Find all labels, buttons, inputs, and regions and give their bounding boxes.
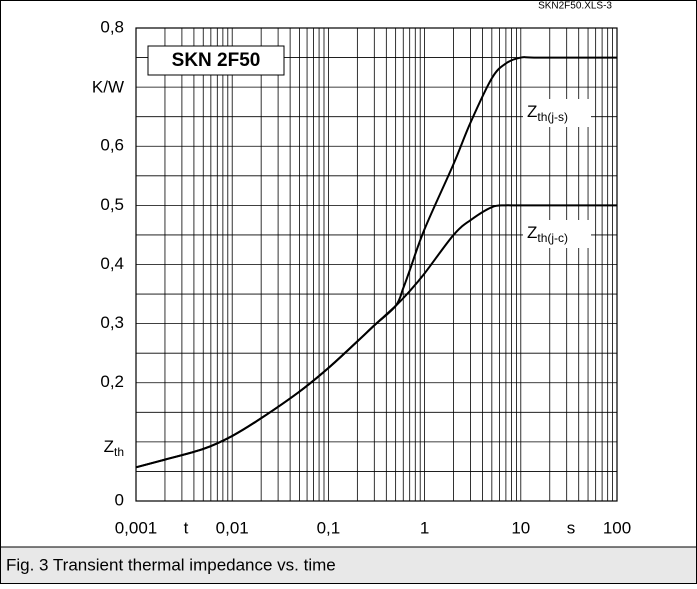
series-label-box [523, 99, 591, 127]
y-tick-label: 0,4 [100, 254, 124, 273]
title-box [147, 45, 285, 76]
x-tick-label: 0,01 [216, 518, 249, 537]
series-label-sub: th(j-s) [537, 110, 568, 124]
y-tick-label: 0,5 [100, 195, 124, 214]
series-label: Zth(j-s) [527, 102, 568, 124]
series-label-sub: th(j-c) [537, 231, 568, 245]
x-axis-label: t [184, 518, 189, 537]
series-label-main: Z [527, 223, 537, 242]
y-tick-label: 0,8 [100, 17, 124, 36]
plot-border [135, 27, 618, 502]
caption: Fig. 3 Transient thermal impedance vs. t… [6, 555, 336, 574]
y-tick-label: 0,3 [100, 313, 124, 332]
y-tick-label: 0 [115, 490, 124, 509]
series-label: Zth(j-c) [527, 223, 568, 245]
y-axis-label: Zth [104, 437, 124, 459]
file-note: SKN2F50.XLS-3 [538, 1, 612, 12]
series-label-box [523, 220, 591, 248]
y-axis-label-sub: th [114, 445, 124, 459]
y-axis-unit: K/W [92, 77, 124, 96]
caption-band [1, 547, 696, 583]
y-axis-label-main: Z [104, 437, 114, 456]
x-tick-label: 10 [511, 518, 530, 537]
x-tick-label: 1 [420, 518, 429, 537]
y-tick-label: 0,6 [100, 136, 124, 155]
series-line [135, 204, 617, 469]
x-tick-label: 100 [603, 518, 631, 537]
series-label-main: Z [527, 102, 537, 121]
x-tick-label: 0,001 [115, 518, 158, 537]
x-axis-unit: s [567, 518, 576, 537]
y-tick-label: 0,2 [100, 372, 124, 391]
chart-title: SKN 2F50 [172, 50, 261, 71]
x-tick-label: 0,1 [317, 518, 341, 537]
